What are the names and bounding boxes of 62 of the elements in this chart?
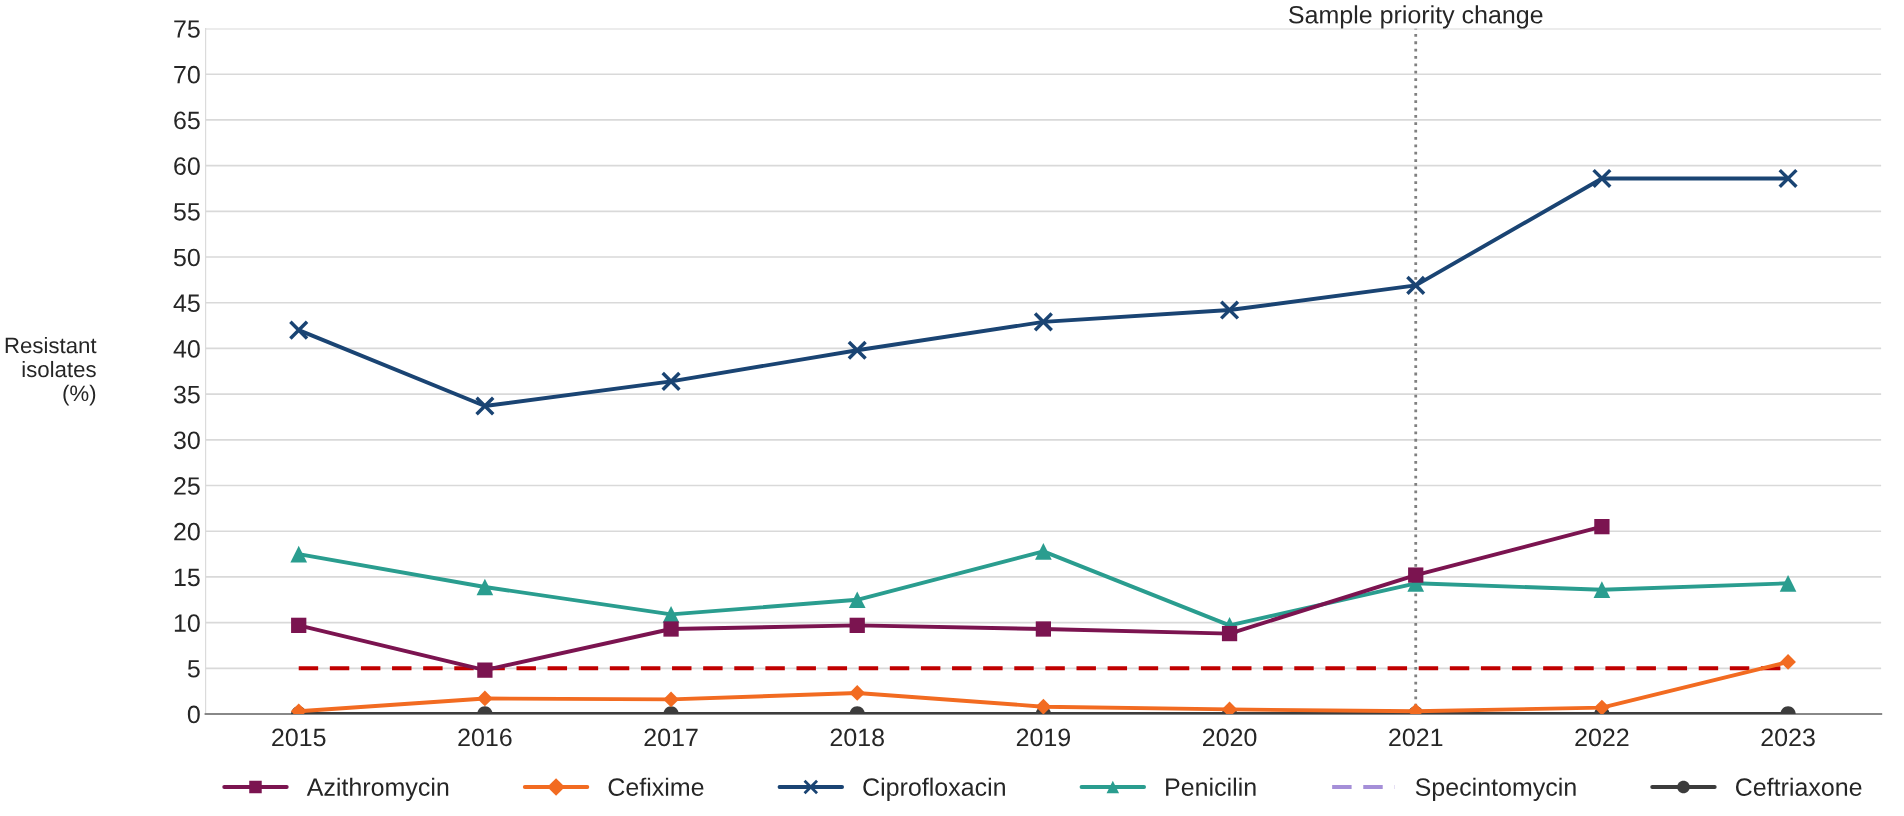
- y-tick-label: 0: [187, 705, 200, 724]
- x-tick-label: 2018: [830, 728, 884, 747]
- y-tick-label: 75: [174, 20, 200, 38]
- legend-label: Ceftriaxone: [1735, 777, 1862, 796]
- point: [1593, 581, 1611, 599]
- point: [1035, 698, 1052, 714]
- point: [660, 371, 682, 392]
- y-tick-label: 55: [173, 203, 200, 221]
- point: [1594, 699, 1610, 714]
- y-tick-label: 35: [173, 385, 200, 404]
- y-tick-label: 25: [174, 477, 200, 495]
- x-tick-label: 2022: [1575, 728, 1629, 747]
- point: [849, 617, 865, 633]
- y-tick-label: 15: [174, 568, 200, 587]
- y-tick-label: 10: [174, 614, 200, 632]
- point: [847, 340, 868, 361]
- point: [849, 685, 866, 701]
- x-tick-label: 2020: [1203, 728, 1257, 747]
- point: [1408, 567, 1424, 583]
- x-tick-label: 2016: [458, 728, 512, 747]
- y-tick-label: 40: [173, 340, 200, 358]
- ref-line-label: Sample priority change: [1289, 5, 1543, 29]
- point: [1779, 574, 1797, 592]
- x-tick-label: 2019: [1016, 728, 1071, 747]
- point: [1033, 311, 1054, 332]
- y-tick-label: 65: [174, 111, 200, 130]
- point: [1591, 168, 1612, 189]
- point: [1778, 168, 1799, 189]
- legend-label: Cefixime: [608, 777, 704, 796]
- point: [1035, 542, 1052, 560]
- point: [1594, 519, 1610, 535]
- point: [1035, 621, 1052, 637]
- point: [477, 690, 493, 707]
- legend-label: Ciprofloxacin: [863, 777, 1005, 801]
- y-tick-label: 60: [174, 157, 200, 175]
- x-tick-label: 2015: [272, 728, 326, 747]
- point: [474, 395, 495, 417]
- x-tick-label: 2021: [1389, 728, 1443, 747]
- x-tick-label: 2023: [1761, 728, 1815, 747]
- y-tick-label: 70: [174, 65, 200, 84]
- point: [1221, 625, 1238, 642]
- point: [663, 621, 679, 637]
- point: [1405, 275, 1426, 296]
- y-tick-label: 50: [173, 248, 200, 267]
- point: [290, 545, 308, 563]
- point: [663, 691, 679, 708]
- y-tick-label: 5: [187, 660, 200, 678]
- y-axis-title: Resistant isolates (%): [5, 336, 97, 406]
- y-tick-label: 20: [174, 522, 200, 541]
- point: [848, 591, 866, 609]
- legend-label: Azithromycin: [306, 777, 449, 801]
- point: [476, 578, 494, 596]
- y-tick-label: 30: [173, 431, 200, 450]
- point: [1780, 654, 1796, 670]
- point: [1219, 299, 1240, 321]
- legend-label: Specintomycin: [1415, 777, 1576, 801]
- point: [477, 662, 493, 678]
- point: [291, 617, 307, 633]
- legend-label: Penicilin: [1166, 777, 1256, 796]
- y-tick-label: 45: [173, 294, 200, 313]
- point: [288, 320, 309, 341]
- x-tick-label: 2017: [644, 728, 698, 747]
